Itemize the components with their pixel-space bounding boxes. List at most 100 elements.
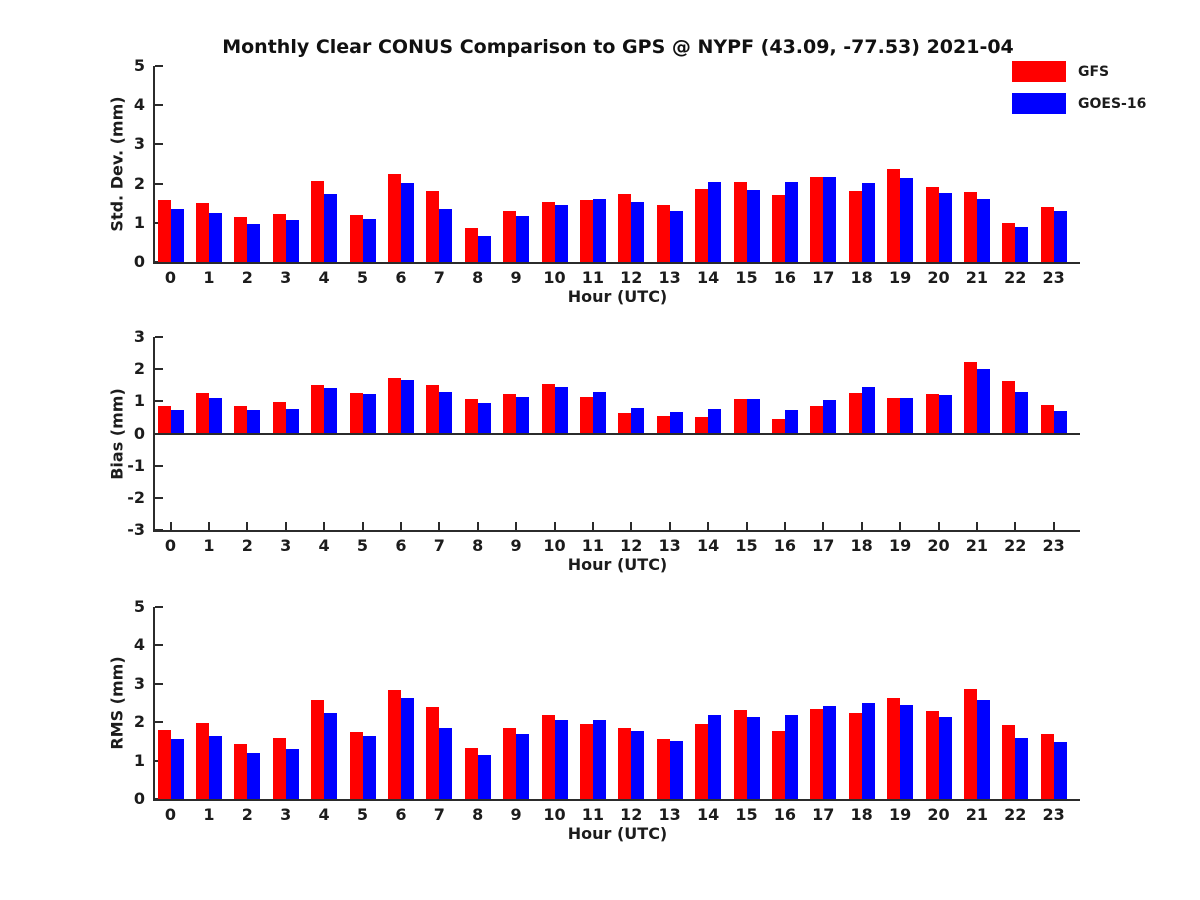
x-tick [361,522,364,530]
bar-gfs-hour-1 [195,392,209,434]
bar-goes-16-hour-17 [823,400,837,434]
bar-gfs-hour-15 [733,709,747,799]
bar-goes-16-hour-21 [976,368,990,434]
bar-gfs-hour-12 [618,193,632,262]
bar-goes-16-hour-20 [938,394,952,434]
bar-gfs-hour-18 [848,713,862,799]
x-tick-label: 1 [203,536,215,555]
bar-gfs-hour-2 [234,405,248,434]
bar-gfs-hour-20 [925,711,939,799]
bar-gfs-hour-6 [387,377,401,434]
bar-gfs-hour-22 [1002,222,1016,262]
x-tick [323,522,326,530]
y-tick-label: 5 [133,597,145,616]
bar-gfs-hour-16 [771,195,785,262]
bar-gfs-hour-3 [272,737,286,799]
bar-gfs-hour-14 [695,189,709,262]
bar-gfs-hour-4 [311,700,325,799]
x-tick-label: 11 [581,268,605,287]
x-tick [207,522,210,530]
bar-goes-16-hour-23 [1053,211,1067,262]
y-axis-label: Std. Dev. (mm) [107,96,127,232]
y-axis-label: RMS (mm) [107,656,127,750]
bar-gfs-hour-7 [426,191,440,262]
bar-goes-16-hour-5 [362,218,376,262]
bar-gfs-hour-10 [541,714,555,799]
bar-gfs-hour-5 [349,731,363,799]
x-tick-label: 15 [735,268,758,287]
x-tick [284,522,287,530]
x-tick [399,522,402,530]
bar-goes-16-hour-8 [477,754,491,799]
x-tick [822,522,825,530]
bar-goes-16-hour-12 [631,202,645,262]
x-tick-label: 1 [203,805,215,824]
x-tick [668,522,671,530]
bar-goes-16-hour-23 [1053,410,1067,434]
x-tick-label: 14 [696,268,720,287]
y-tick-label: 1 [133,212,145,232]
bar-gfs-hour-13 [656,738,670,799]
x-tick-label: 22 [1004,536,1027,555]
y-tick-label: 3 [133,673,145,693]
x-tick [707,522,710,530]
x-tick-label: 17 [812,268,835,287]
x-tick-label: 15 [735,805,758,824]
x-tick [553,522,556,530]
bar-gfs-hour-12 [618,412,632,434]
bar-gfs-hour-4 [311,181,325,262]
y-tick-label: 2 [133,712,145,732]
bar-goes-16-hour-10 [554,386,568,434]
x-tick-label: 22 [1004,268,1027,287]
y-tick [155,721,163,724]
bar-goes-16-hour-7 [439,727,453,799]
bar-goes-16-hour-11 [592,198,606,262]
bar-goes-16-hour-1 [208,736,222,799]
x-tick-label: 11 [581,536,605,555]
bar-gfs-hour-21 [963,192,977,262]
bar-goes-16-hour-15 [746,399,760,434]
bar-gfs-hour-9 [503,394,517,434]
x-tick-label: 21 [965,805,989,824]
bar-gfs-hour-0 [157,200,171,262]
x-tick-label: 18 [850,268,873,287]
x-tick [169,522,172,530]
x-tick [1052,522,1055,530]
x-tick-label: 4 [318,536,330,555]
bar-gfs-hour-8 [464,399,478,434]
legend-entry-goes16: GOES-16 [1012,93,1146,114]
x-tick-label: 12 [620,805,643,824]
x-tick-label: 6 [395,268,407,287]
bar-gfs-hour-7 [426,384,440,434]
bar-goes-16-hour-13 [669,412,683,434]
bar-gfs-hour-13 [656,416,670,434]
legend-label-goes16: GOES-16 [1078,95,1147,112]
bar-gfs-hour-13 [656,205,670,262]
bar-goes-16-hour-12 [631,731,645,799]
x-tick-label: 17 [812,536,835,555]
y-tick-label: 2 [133,359,145,379]
x-tick-label: 20 [927,805,950,824]
bar-gfs-hour-18 [848,191,862,262]
x-tick-label: 12 [620,536,643,555]
y-tick-label: 2 [133,173,145,193]
x-tick-label: 3 [280,805,292,824]
bar-goes-16-hour-9 [516,396,530,434]
x-tick-label: 13 [658,805,681,824]
x-tick-label: 12 [620,268,643,287]
y-axis-spine [153,607,155,801]
x-tick-label: 5 [356,268,369,287]
bar-goes-16-hour-7 [439,209,453,262]
x-tick [438,522,441,530]
bar-goes-16-hour-19 [900,704,914,799]
x-tick-label: 3 [280,536,292,555]
legend-label-gfs: GFS [1078,63,1110,80]
bar-goes-16-hour-15 [746,190,760,262]
x-tick-label: 13 [658,536,681,555]
bar-gfs-hour-11 [579,397,593,434]
bar-gfs-hour-3 [272,213,286,262]
x-tick-label: 19 [888,805,912,824]
bar-goes-16-hour-19 [900,398,914,434]
bar-gfs-hour-2 [234,217,248,262]
x-tick-label: 0 [164,268,177,287]
